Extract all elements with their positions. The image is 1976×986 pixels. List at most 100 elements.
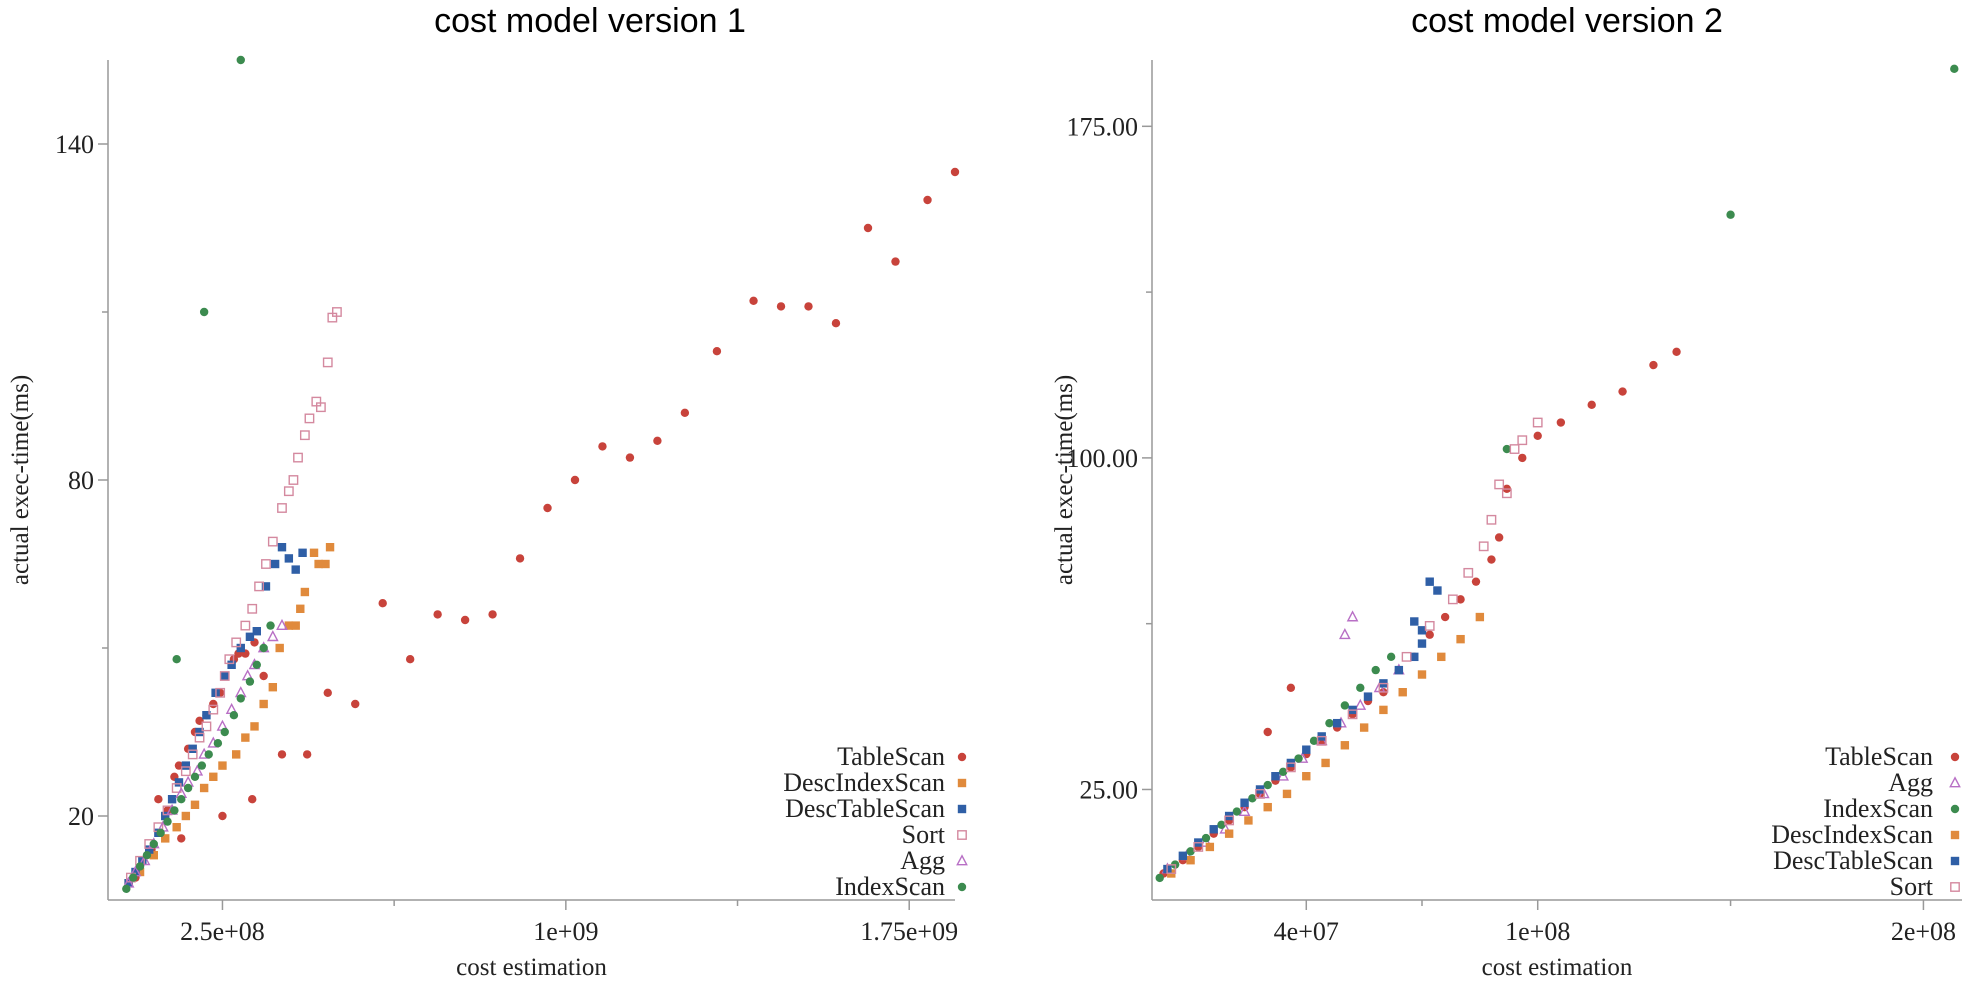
data-point: [1205, 842, 1215, 852]
data-point: [266, 630, 279, 642]
data-point: [405, 655, 415, 664]
data-point: [252, 660, 261, 669]
legend-label: DescIndexScan: [1771, 820, 1933, 849]
data-point: [1248, 794, 1257, 803]
data-point: [181, 811, 191, 821]
data-point: [291, 621, 300, 630]
data-point: [1244, 816, 1253, 825]
legend-marker: [1950, 882, 1960, 892]
data-point: [180, 766, 191, 777]
legend-label: DescTableScan: [1773, 846, 1933, 875]
data-point: [1255, 788, 1265, 799]
data-point: [314, 559, 323, 569]
data-point: [1726, 210, 1735, 219]
series-Agg: [1161, 610, 1405, 874]
data-point: [712, 347, 722, 356]
data-point: [236, 55, 245, 65]
legend-marker: [957, 752, 967, 762]
data-point: [1338, 628, 1351, 640]
data-point: [1201, 833, 1211, 843]
series-DescTableScan: [124, 543, 307, 888]
data-point: [776, 302, 786, 311]
data-point: [863, 223, 873, 233]
data-point: [131, 867, 140, 877]
data-point: [950, 167, 960, 177]
data-point: [1186, 856, 1195, 865]
legend-label: Sort: [902, 820, 946, 849]
data-point: [321, 559, 330, 569]
legend-marker: [957, 804, 967, 814]
series-Sort: [1166, 417, 1543, 874]
data-point: [199, 307, 209, 317]
data-point: [1371, 665, 1380, 675]
data-point: [1321, 758, 1330, 768]
data-point: [1456, 634, 1465, 644]
data-point: [1501, 488, 1512, 499]
data-point: [142, 851, 152, 860]
data-point: [1463, 567, 1474, 578]
data-point: [488, 610, 497, 619]
data-point: [1386, 652, 1396, 662]
data-point: [1509, 444, 1520, 454]
data-point: [1433, 586, 1442, 595]
data-point: [247, 603, 258, 614]
data-point: [213, 739, 223, 748]
data-point: [128, 873, 138, 882]
data-point: [1437, 652, 1446, 662]
y-tick-label: 25.00: [1080, 775, 1139, 804]
data-point: [215, 687, 226, 698]
data-point: [378, 599, 387, 608]
data-point: [156, 828, 165, 837]
data-point: [197, 761, 207, 770]
data-point: [298, 548, 307, 557]
data-point: [1379, 705, 1388, 715]
data-point: [250, 722, 259, 731]
data-point: [201, 721, 212, 732]
data-point: [625, 453, 635, 462]
data-point: [1217, 820, 1226, 830]
data-point: [135, 862, 145, 871]
chart-1: cost model version 1 2.5e+08 1e+09 1.75e+09…: [7, 2, 968, 981]
data-point: [1518, 453, 1527, 463]
data-point: [209, 772, 218, 781]
y-tick-label: 140: [55, 130, 94, 159]
data-point: [183, 783, 193, 793]
data-point: [302, 750, 312, 759]
data-point: [236, 694, 245, 703]
data-point: [220, 671, 229, 681]
data-point: [161, 811, 170, 821]
data-point: [1240, 798, 1249, 807]
data-point: [1209, 825, 1218, 834]
data-point: [749, 296, 758, 305]
data-point: [315, 402, 326, 413]
legend-label: Agg: [1888, 768, 1933, 797]
data-point: [259, 643, 268, 653]
legend-label: Sort: [1890, 872, 1934, 901]
data-point: [174, 778, 184, 787]
chart-title: cost model version 2: [1411, 2, 1723, 40]
data-point: [135, 867, 145, 877]
data-point: [145, 845, 154, 854]
data-point: [351, 699, 360, 709]
chart-2: cost model version 2 4e+07 1e+08 2e+08 25.00…: [1051, 2, 1962, 981]
data-point: [1332, 718, 1342, 728]
legend-marker: [957, 882, 967, 892]
y-tick-label: 100.00: [1067, 444, 1139, 473]
data-point: [1672, 347, 1681, 356]
x-axis-label: cost estimation: [456, 954, 607, 981]
legend-label: DescTableScan: [785, 794, 945, 823]
data-point: [1340, 741, 1350, 750]
legend: TableScanDescIndexScanDescTableScanSortA…: [783, 742, 968, 901]
data-point: [204, 750, 213, 759]
data-point: [1238, 804, 1251, 816]
data-point: [1224, 829, 1234, 838]
data-point: [1263, 727, 1272, 737]
data-point: [284, 554, 294, 563]
data-point: [1363, 692, 1373, 701]
legend-marker: [1950, 804, 1960, 814]
data-point: [194, 732, 205, 743]
data-point: [190, 772, 200, 781]
data-point: [300, 587, 310, 597]
data-point: [680, 408, 690, 417]
data-point: [188, 744, 197, 753]
